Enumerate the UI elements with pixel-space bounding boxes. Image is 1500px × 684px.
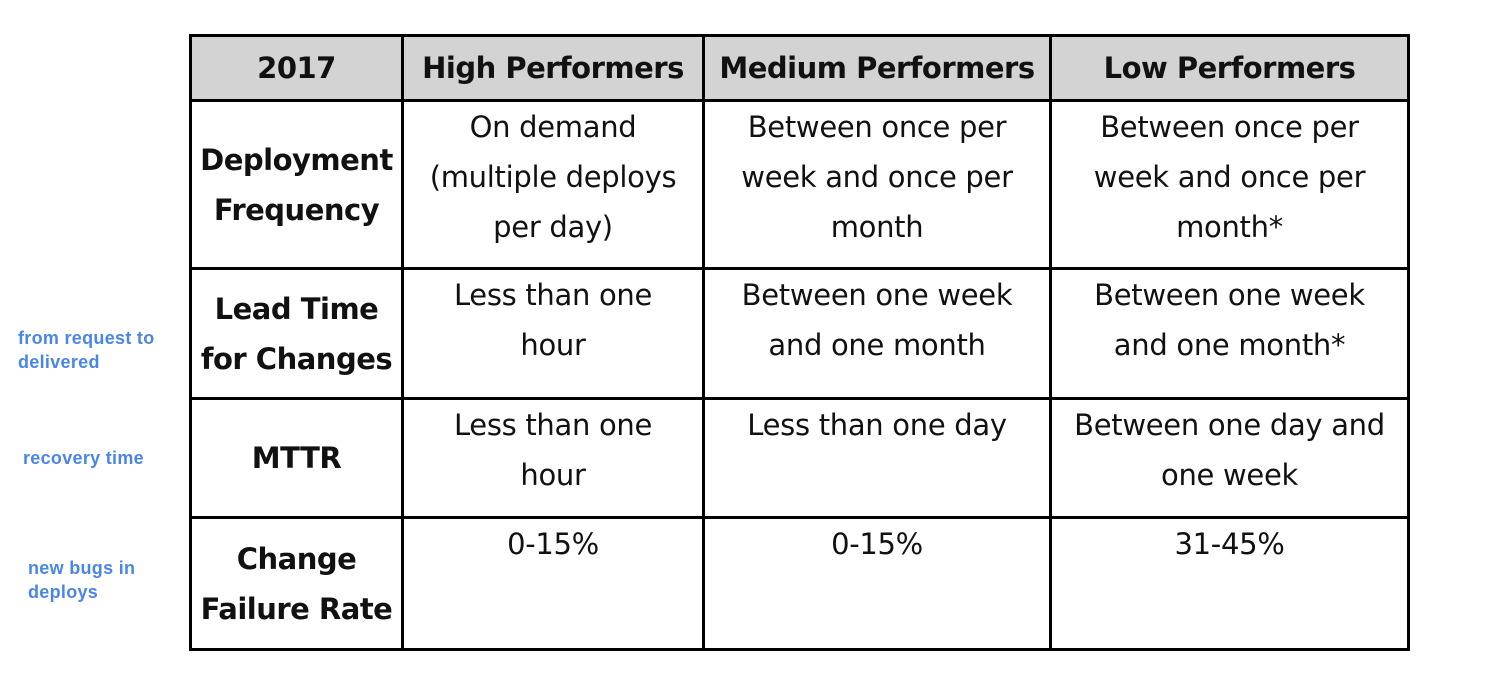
annotation-lead-time: from request to delivered	[18, 328, 155, 372]
performance-table: 2017 High Performers Medium Performers L…	[189, 34, 1410, 651]
row-mttr: MTTR Less than one hour Less than one da…	[189, 397, 1410, 519]
row-label: Change Failure Rate	[189, 516, 404, 651]
row-change-failure-rate: Change Failure Rate 0-15% 0-15% 31-45%	[189, 516, 1410, 651]
cell-low: Between one day and one week	[1049, 397, 1410, 519]
cell-high: Less than one hour	[401, 267, 705, 400]
row-deployment-frequency: Deployment Frequency On demand (multiple…	[189, 99, 1410, 270]
header-low-performers: Low Performers	[1049, 34, 1410, 102]
header-medium-performers: Medium Performers	[702, 34, 1052, 102]
annotation-mttr: recovery time	[23, 448, 144, 468]
cell-low: 31-45%	[1049, 516, 1410, 651]
cell-medium: 0-15%	[702, 516, 1052, 651]
row-label: Lead Time for Changes	[189, 267, 404, 400]
cell-low: Between once per week and once per month…	[1049, 99, 1410, 270]
header-row: 2017 High Performers Medium Performers L…	[189, 34, 1410, 102]
annotation-change-failure: new bugs in deploys	[28, 558, 136, 602]
cell-high: Less than one hour	[401, 397, 705, 519]
cell-medium: Between one week and one month	[702, 267, 1052, 400]
cell-high: 0-15%	[401, 516, 705, 651]
row-lead-time: Lead Time for Changes Less than one hour…	[189, 267, 1410, 400]
cell-high: On demand (multiple deploys per day)	[401, 99, 705, 270]
header-high-performers: High Performers	[401, 34, 705, 102]
cell-medium: Less than one day	[702, 397, 1052, 519]
row-label: Deployment Frequency	[189, 99, 404, 270]
row-label: MTTR	[189, 397, 404, 519]
cell-medium: Between once per week and once per month	[702, 99, 1052, 270]
cell-low: Between one week and one month*	[1049, 267, 1410, 400]
header-year: 2017	[189, 34, 404, 102]
